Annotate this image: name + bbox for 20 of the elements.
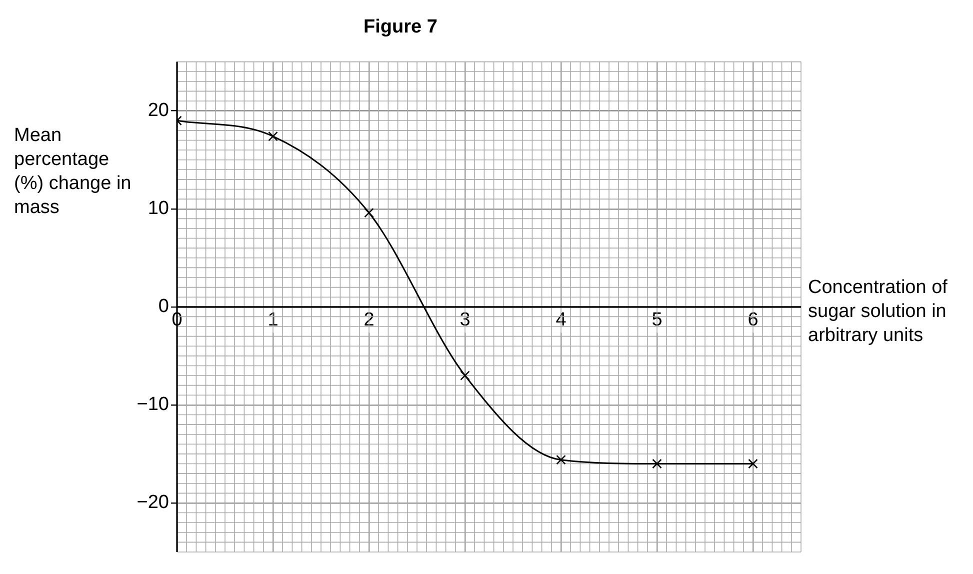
point: [268, 131, 278, 142]
y-tick-label: −10: [136, 394, 169, 416]
x-tick-label: 5: [652, 310, 662, 331]
x-axis-title: Concentration of sugar solution in arbitrary units: [808, 276, 948, 348]
y-tick-label: 0: [158, 296, 169, 318]
point: [748, 458, 758, 469]
point: [556, 454, 566, 465]
x-tick-label: 4: [556, 310, 567, 331]
y-axis-title: Mean percentage (%) change in mass: [14, 124, 132, 220]
x-tick-label: 3: [460, 310, 470, 331]
chart-title: Figure 7: [364, 16, 438, 38]
y-tick-label: 10: [148, 198, 169, 220]
x-tick-label: 2: [364, 310, 374, 331]
y-tick-label: 20: [148, 100, 169, 122]
x-tick-label: 1: [268, 310, 278, 331]
point: [652, 458, 662, 469]
point: [364, 208, 374, 218]
x-tick-label: 6: [748, 310, 758, 331]
point: [460, 370, 470, 380]
y-tick-label: −20: [136, 492, 169, 514]
